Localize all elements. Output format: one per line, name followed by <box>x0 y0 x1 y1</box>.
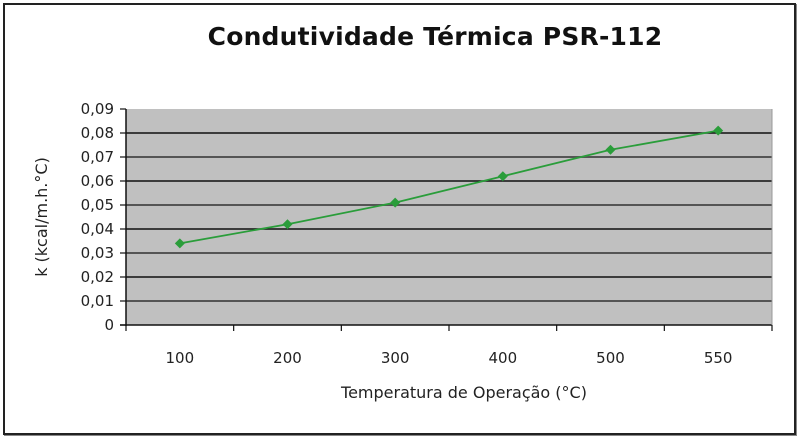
y-tick-label: 0 <box>104 316 114 334</box>
x-tick-label: 300 <box>381 349 410 367</box>
y-tick-label: 0,02 <box>81 268 114 286</box>
diamond-marker-icon <box>282 219 293 230</box>
x-tick-label: 200 <box>273 349 302 367</box>
chart-title: Condutividade Térmica PSR-112 <box>207 22 663 51</box>
y-axis-title: k (kcal/m.h.°C) <box>32 157 51 277</box>
axes <box>120 108 773 331</box>
y-tick-label: 0,03 <box>81 244 114 262</box>
diamond-marker-icon <box>605 144 616 155</box>
data-series <box>174 125 724 249</box>
y-axis-tick-labels: 0 0,01 0,02 0,03 0,04 0,05 0,06 0,07 0,08 0,09 <box>81 100 114 334</box>
y-tick-label: 0,04 <box>81 220 114 238</box>
x-tick-label: 550 <box>704 349 733 367</box>
y-tick-label: 0,08 <box>81 124 114 142</box>
x-axis-tick-labels: 100 200 300 400 500 550 <box>166 349 733 367</box>
y-tick-label: 0,05 <box>81 196 114 214</box>
y-tick-label: 0,07 <box>81 148 114 166</box>
y-tick-label: 0,06 <box>81 172 114 190</box>
y-tick-label: 0,09 <box>81 100 114 118</box>
gridlines <box>126 132 772 302</box>
x-tick-label: 500 <box>596 349 625 367</box>
plot-background <box>126 109 772 325</box>
series-line <box>179 129 719 245</box>
y-tick-label: 0,01 <box>81 292 114 310</box>
x-tick-label: 100 <box>166 349 195 367</box>
diamond-marker-icon <box>174 238 185 249</box>
diamond-marker-icon <box>713 125 724 136</box>
plot-area <box>126 109 772 325</box>
x-tick-label: 400 <box>489 349 518 367</box>
diamond-marker-icon <box>390 197 401 208</box>
x-axis-title: Temperatura de Operação (°C) <box>340 383 587 402</box>
diamond-marker-icon <box>497 171 508 182</box>
